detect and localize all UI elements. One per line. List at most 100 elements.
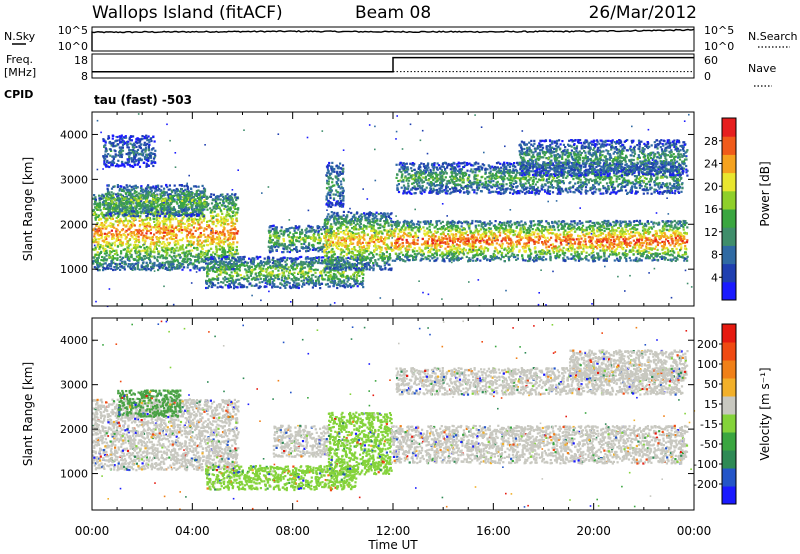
range-gate-cell [173, 198, 176, 201]
range-gate-cell [288, 247, 291, 250]
range-gate-cell [202, 215, 205, 218]
range-gate-cell [146, 222, 149, 225]
range-gate-cell [107, 196, 110, 199]
range-gate-cell [368, 268, 371, 271]
range-gate-cell [161, 248, 164, 252]
range-gate-cell [126, 256, 129, 259]
range-gate-cell [102, 203, 105, 206]
range-gate-cell [203, 227, 206, 230]
range-gate-cell [116, 245, 119, 248]
range-gate-cell [124, 192, 127, 195]
range-gate-cell [312, 262, 316, 265]
range-gate-cell [270, 241, 273, 244]
range-gate-cell [237, 283, 240, 286]
range-gate-cell [156, 258, 159, 261]
range-gate-cell [141, 265, 144, 269]
range-gate-cell [231, 277, 234, 280]
range-gate-cell [165, 266, 168, 269]
range-gate-cell [188, 193, 192, 196]
range-gate-cell [215, 251, 218, 254]
range-gate-cell [139, 207, 142, 210]
range-gate-cell [115, 234, 118, 238]
range-gate-cell [92, 197, 95, 200]
range-gate-cell [196, 243, 199, 246]
range-gate-cell [128, 259, 131, 262]
range-gate-cell [163, 187, 166, 190]
range-gate-cell [307, 278, 310, 281]
range-gate-cell [215, 238, 218, 241]
range-gate-cell [149, 248, 152, 252]
range-gate-cell [196, 220, 199, 223]
range-gate-cell [343, 263, 346, 266]
range-gate-cell [170, 263, 173, 266]
range-gate-cell [137, 238, 140, 241]
range-gate-cell [127, 214, 130, 217]
range-gate-cell [102, 194, 105, 197]
range-gate-cell [96, 261, 99, 264]
range-gate-cell [167, 231, 170, 234]
range-gate-cell [259, 270, 262, 274]
range-gate-cell [206, 197, 209, 200]
range-gate-cell [119, 242, 122, 246]
range-gate-cell [307, 265, 310, 268]
range-gate-cell [95, 253, 98, 256]
range-gate-cell [139, 250, 142, 253]
range-gate-cell [277, 269, 280, 272]
range-gate-cell [197, 254, 200, 257]
range-gate-cell [223, 197, 226, 200]
range-gate-cell [158, 227, 161, 230]
range-gate-cell [387, 237, 390, 240]
range-gate-cell [98, 265, 101, 268]
range-gate-cell [248, 283, 251, 286]
range-gate-cell [227, 257, 230, 260]
range-gate-cell [149, 252, 152, 255]
range-gate-cell [176, 198, 179, 201]
range-gate-cell [153, 152, 156, 156]
range-gate-cell [149, 250, 152, 253]
range-gate-cell [118, 221, 121, 225]
range-gate-cell [309, 270, 313, 273]
range-gate-cell [232, 283, 236, 286]
range-gate-cell [148, 261, 152, 265]
range-gate-cell [262, 267, 265, 270]
range-gate-cell [217, 242, 220, 245]
range-gate-cell [125, 236, 128, 239]
range-gate-cell [156, 221, 159, 224]
range-gate-cell [295, 248, 298, 251]
range-gate-cell [231, 218, 234, 221]
range-gate-cell [210, 238, 214, 241]
range-gate-cell [228, 214, 231, 217]
range-gate-cell [199, 210, 202, 213]
range-gate-cell [133, 213, 136, 216]
range-gate-cell [157, 189, 160, 192]
range-gate-cell [170, 255, 173, 258]
range-gate-cell [182, 192, 186, 195]
range-gate-cell [185, 190, 188, 193]
range-gate-cell [178, 190, 182, 193]
range-gate-cell [155, 194, 158, 197]
range-gate-cell [236, 265, 239, 268]
range-gate-cell [215, 230, 218, 233]
range-gate-cell [101, 213, 104, 216]
range-gate-cell [335, 244, 338, 248]
range-gate-cell [112, 145, 115, 148]
range-gate-cell [370, 229, 373, 232]
range-gate-cell [229, 232, 232, 235]
range-gate-cell [203, 190, 207, 193]
range-gate-cell [196, 255, 199, 258]
range-gate-cell [124, 234, 127, 237]
range-gate-cell [268, 231, 271, 234]
date-label: 26/Mar/2012 [589, 3, 697, 23]
range-gate-cell [125, 207, 128, 210]
range-gate-cell [106, 264, 109, 267]
range-gate-cell [141, 258, 144, 262]
range-gate-cell [363, 251, 366, 254]
range-gate-cell [146, 263, 149, 267]
range-gate-cell [111, 258, 115, 261]
nave-tick-low: 0 [704, 70, 711, 83]
range-gate-cell [134, 250, 137, 253]
range-gate-cell [198, 239, 202, 242]
range-gate-cell [346, 214, 349, 217]
range-gate-cell [138, 245, 141, 248]
range-gate-cell [209, 262, 212, 265]
